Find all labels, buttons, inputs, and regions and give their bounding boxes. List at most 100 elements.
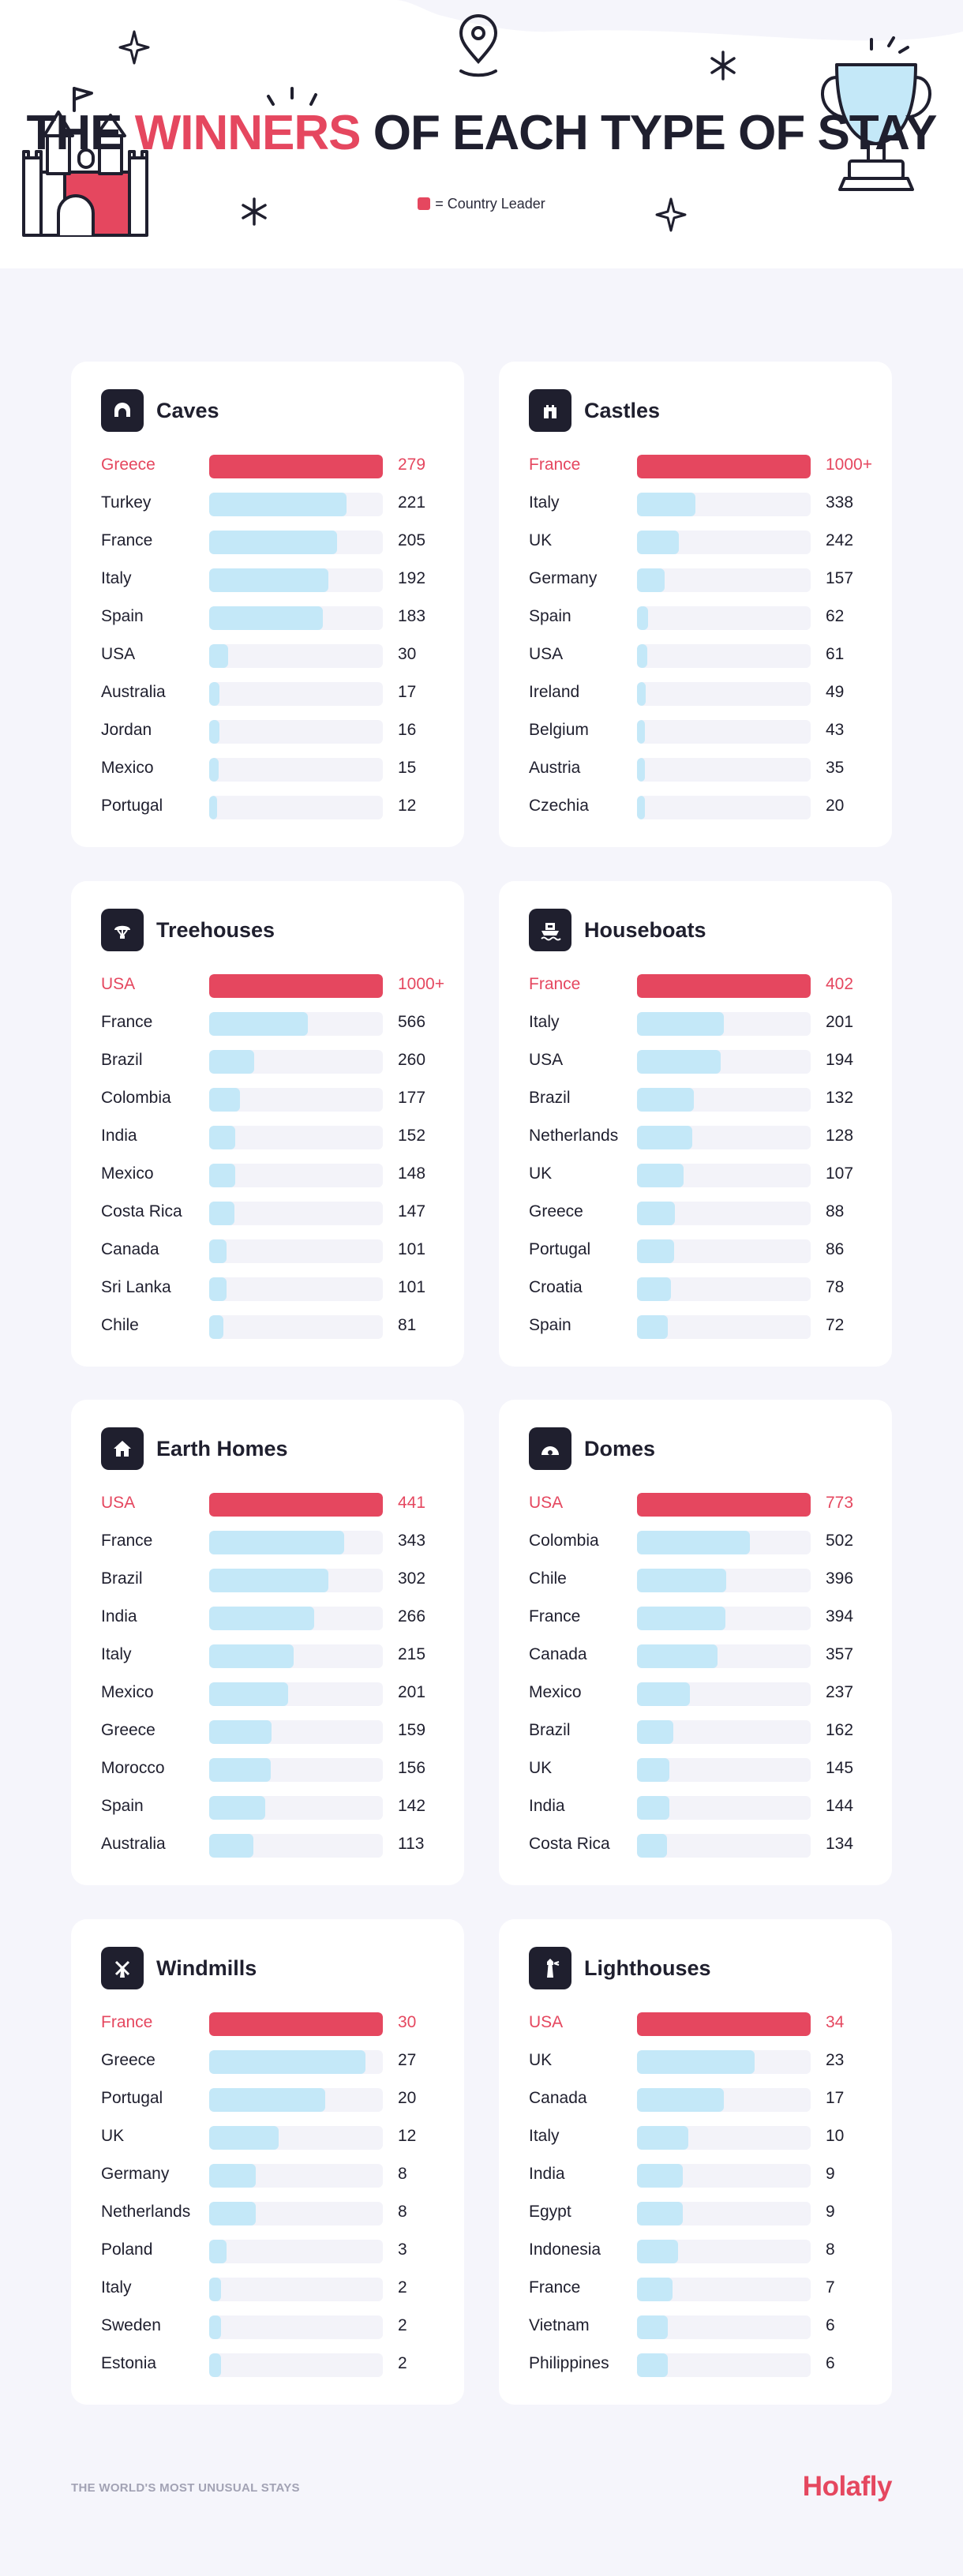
bar-track <box>209 1012 383 1036</box>
bar-track <box>637 1758 811 1782</box>
bar-row: Italy 10 <box>529 2118 876 2156</box>
bar-track <box>637 1834 811 1858</box>
bar-list: USA 1000+ France 566 Brazil 260 Colombia 177 Ind… <box>101 966 448 1345</box>
bar-row: Greece 279 <box>101 447 448 485</box>
bar-track <box>209 1834 383 1858</box>
bar-track <box>209 1531 383 1554</box>
bar-value-label: 1000+ <box>826 456 872 474</box>
bar-row: Germany 8 <box>101 2156 448 2194</box>
bar-value-label: 142 <box>398 1797 426 1815</box>
header: THE WINNERS OF EACH TYPE OF STAY = Count… <box>0 0 963 268</box>
bar-value-label: 101 <box>398 1240 426 1258</box>
bar-row: Jordan 16 <box>101 712 448 750</box>
chart-header: Earth Homes <box>101 1427 288 1471</box>
bar-value-label: 8 <box>398 2203 407 2221</box>
bar-track <box>209 1126 383 1149</box>
bar-row: Colombia 177 <box>101 1080 448 1118</box>
bar <box>637 1239 675 1263</box>
asterisk-icon <box>710 51 736 81</box>
bar-track <box>637 1050 811 1074</box>
bar-category-label: Colombia <box>529 1532 599 1550</box>
bar-value-label: 145 <box>826 1759 854 1777</box>
bar-track <box>637 1531 811 1554</box>
bar-row: Turkey 221 <box>101 485 448 523</box>
title-accent: WINNERS <box>134 106 362 160</box>
bar-row: Canada 17 <box>529 2080 876 2118</box>
bar-category-label: India <box>101 1607 137 1625</box>
bar-track <box>209 644 383 668</box>
bar-category-label: Australia <box>101 683 166 701</box>
chart-card-earth-homes: Earth Homes USA 441 France 343 Brazil 302 India… <box>71 1400 464 1885</box>
bar <box>637 2240 678 2263</box>
bar-list: Greece 279 Turkey 221 France 205 Italy 192 Spain… <box>101 447 448 826</box>
bar-track <box>209 1569 383 1592</box>
bar-category-label: Netherlands <box>529 1127 619 1145</box>
bar-category-label: Netherlands <box>101 2203 191 2221</box>
bar-row: Vietnam 6 <box>529 2308 876 2345</box>
houseboat-icon <box>529 909 571 951</box>
bar-category-label: USA <box>529 645 564 663</box>
bar-row: Brazil 302 <box>101 1561 448 1599</box>
bar-value-label: 157 <box>826 569 854 587</box>
bar-row: Portugal 20 <box>101 2080 448 2118</box>
bar-track <box>637 531 811 554</box>
bar-row: Greece 159 <box>101 1712 448 1750</box>
chart-card-houseboats: Houseboats France 402 Italy 201 USA 194 Brazil 1… <box>499 881 892 1367</box>
bar <box>637 1834 668 1858</box>
bar <box>209 568 329 592</box>
bar-row: USA 61 <box>529 636 876 674</box>
bar-category-label: India <box>101 1127 137 1145</box>
bar-category-label: USA <box>101 975 136 993</box>
bar-category-label: Chile <box>529 1569 567 1588</box>
bar-value-label: 502 <box>826 1532 854 1550</box>
bar-row: Spain 62 <box>529 598 876 636</box>
bar-row: Spain 183 <box>101 598 448 636</box>
bar-value-label: 152 <box>398 1127 426 1145</box>
bar-category-label: Vietnam <box>529 2316 590 2334</box>
bar <box>209 1315 223 1339</box>
bar-value-label: 20 <box>398 2089 417 2107</box>
chart-header: Treehouses <box>101 908 275 952</box>
chart-card-lighthouses: Lighthouses USA 34 UK 23 Canada 17 Italy 10 India… <box>499 1919 892 2405</box>
treehouse-icon <box>101 909 144 951</box>
bar-list: France 30 Greece 27 Portugal 20 UK 12 Germany 8 Ne… <box>101 2004 448 2383</box>
bar <box>637 720 645 744</box>
bar-category-label: UK <box>529 2051 553 2069</box>
chart-header: Houseboats <box>529 908 706 952</box>
bar-value-label: 12 <box>398 2127 417 2145</box>
bar <box>209 2126 279 2150</box>
bar-track <box>209 2164 383 2188</box>
bar-category-label: USA <box>529 1494 564 1512</box>
bar-value-label: 302 <box>398 1569 426 1588</box>
bar <box>209 2012 383 2036</box>
bar-category-label: Germany <box>101 2165 170 2183</box>
bar-list: France 402 Italy 201 USA 194 Brazil 132 Netherla… <box>529 966 876 1345</box>
bar-track <box>209 796 383 819</box>
bar-track <box>637 1239 811 1263</box>
bar-value-label: 201 <box>398 1683 426 1701</box>
bar-track <box>637 2012 811 2036</box>
sparkle-icon <box>655 197 687 232</box>
bar-track <box>637 2088 811 2112</box>
bar-row: Sweden 2 <box>101 2308 448 2345</box>
bar <box>637 2164 684 2188</box>
bar <box>209 1720 272 1744</box>
bar-row: UK 145 <box>529 1750 876 1788</box>
bar-category-label: France <box>101 531 153 549</box>
bar <box>637 531 680 554</box>
bar-track <box>209 568 383 592</box>
bar-row: Spain 142 <box>101 1788 448 1826</box>
bar-value-label: 10 <box>826 2127 845 2145</box>
bar-row: Philippines 6 <box>529 2345 876 2383</box>
chart-header: Castles <box>529 388 660 433</box>
castle-icon <box>529 389 571 432</box>
bar-value-label: 260 <box>398 1051 426 1069</box>
bar-row: Germany 157 <box>529 561 876 598</box>
bar <box>209 1834 254 1858</box>
bar-row: Costa Rica 134 <box>529 1826 876 1864</box>
bar <box>209 974 383 998</box>
bar-row: Czechia 20 <box>529 788 876 826</box>
bar-category-label: India <box>529 1797 565 1815</box>
bar <box>209 758 219 782</box>
bar-row: France 7 <box>529 2270 876 2308</box>
